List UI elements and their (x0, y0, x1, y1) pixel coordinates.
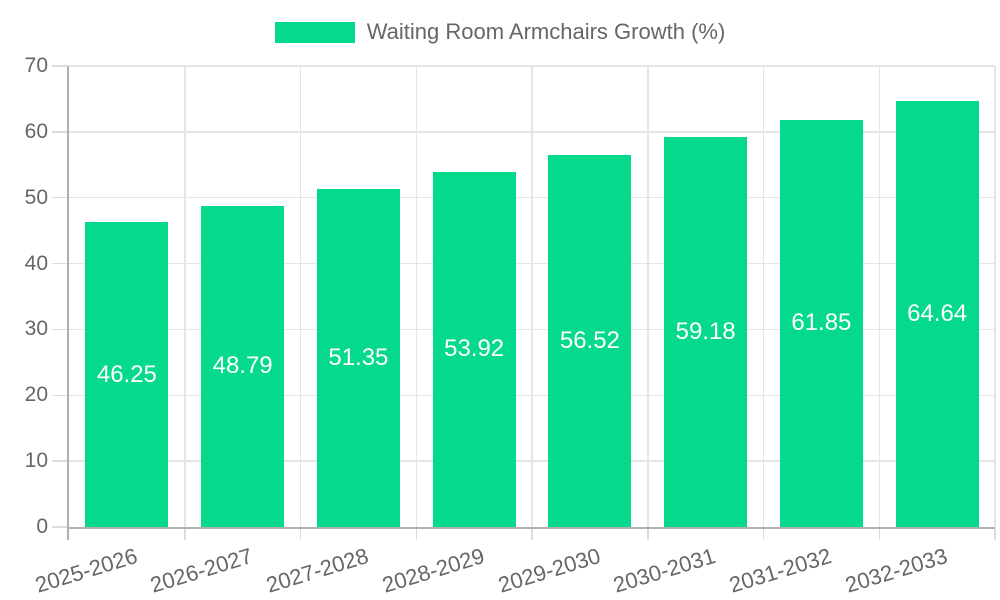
bar-value-label: 53.92 (444, 335, 505, 363)
y-tick-mark (52, 460, 67, 462)
plot-area: 46.25 48.79 51.35 53.92 56.52 59.18 61.85 64.64 (52, 65, 996, 540)
y-axis-extension (67, 529, 69, 540)
v-gridline (299, 66, 302, 527)
v-gridline (531, 66, 533, 527)
bar-value-label: 59.18 (675, 318, 736, 346)
x-tick-mark (299, 529, 302, 540)
bar-value-label: 64.64 (907, 300, 968, 328)
y-axis-label: 70 (24, 54, 48, 77)
y-tick-mark (52, 394, 67, 397)
bar-2031-2032[interactable]: 61.85 (779, 119, 863, 527)
x-tick-mark (762, 529, 765, 540)
x-tick-mark (994, 529, 996, 540)
v-gridline (415, 66, 417, 527)
legend-swatch (274, 21, 355, 43)
y-tick-mark (52, 328, 67, 331)
y-axis-label: 30 (24, 317, 48, 341)
bar-2030-2031[interactable]: 59.18 (664, 137, 748, 527)
bar-value-label: 56.52 (559, 326, 620, 354)
y-axis-label: 50 (24, 185, 48, 209)
bar-2025-2026[interactable]: 46.25 (85, 222, 169, 527)
x-tick-mark (878, 529, 880, 540)
v-gridline (647, 66, 649, 527)
y-axis-label: 60 (24, 119, 48, 143)
x-axis-label: 2025-2026 (31, 543, 140, 598)
y-axis-label: 20 (24, 383, 48, 407)
bar-2032-2033[interactable]: 64.64 (895, 101, 979, 527)
x-axis-label: 2026-2027 (147, 543, 256, 598)
y-tick-mark (52, 262, 67, 265)
bar-2029-2030[interactable]: 56.52 (548, 154, 632, 527)
x-tick-mark (531, 529, 533, 540)
bar-2028-2029[interactable]: 53.92 (432, 171, 516, 527)
x-tick-mark (415, 529, 417, 540)
bar-value-label: 61.85 (791, 309, 852, 337)
y-tick-mark (52, 526, 67, 528)
y-tick-mark (52, 131, 67, 133)
legend-label: Waiting Room Armchairs Growth (%) (366, 19, 726, 44)
bar-2026-2027[interactable]: 48.79 (201, 205, 285, 527)
v-gridline (184, 66, 186, 527)
bar-value-label: 48.79 (212, 352, 273, 380)
v-gridline (994, 66, 996, 527)
x-axis-label: 2031-2032 (726, 543, 835, 598)
x-axis-label: 2032-2033 (842, 543, 951, 598)
v-gridline (762, 66, 765, 527)
y-axis-label: 0 (36, 515, 48, 538)
x-axis-label: 2028-2029 (379, 543, 488, 598)
x-axis-label: 2027-2028 (263, 543, 372, 598)
x-tick-mark (647, 529, 649, 540)
v-gridline (878, 66, 880, 527)
y-tick-mark (52, 65, 67, 67)
bar-2027-2028[interactable]: 51.35 (316, 188, 400, 527)
x-tick-mark (184, 529, 186, 540)
chart-legend[interactable]: Waiting Room Armchairs Growth (%) (0, 20, 1000, 44)
bar-value-label: 51.35 (328, 343, 389, 371)
bar-value-label: 46.25 (96, 360, 157, 388)
y-tick-mark (52, 196, 67, 199)
x-axis-label: 2030-2031 (610, 543, 719, 598)
y-axis-label: 40 (24, 251, 48, 275)
y-axis-label: 10 (24, 449, 48, 473)
x-axis-label: 2029-2030 (494, 543, 603, 598)
